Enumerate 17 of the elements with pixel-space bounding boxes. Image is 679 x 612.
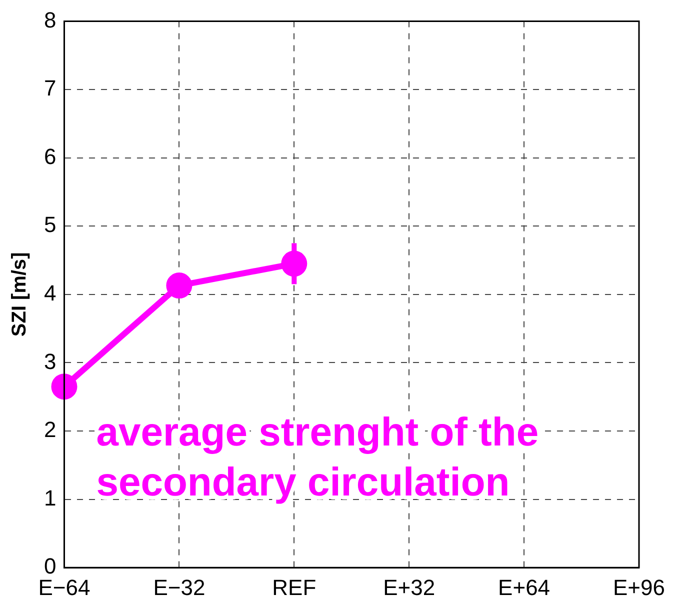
y-tick-label: 1 — [44, 485, 56, 510]
y-axis-title: SZI [m/s] — [8, 252, 31, 337]
annotation: average strenght of the secondary circulation — [96, 410, 539, 505]
y-tick-label: 5 — [44, 212, 56, 238]
y-tick-label: 7 — [44, 76, 56, 101]
point — [51, 374, 78, 400]
x-tick-label: REF — [272, 574, 316, 600]
x-tick-label: E−32 — [153, 574, 206, 600]
y-tick-label: 6 — [44, 144, 56, 169]
point — [166, 272, 192, 299]
x-tick-label: E+32 — [383, 574, 436, 600]
y-tick-label: 2 — [44, 417, 56, 442]
y-tick-label: 8 — [44, 7, 56, 32]
y-tick-label: 3 — [44, 348, 56, 374]
y-tick-label: 4 — [44, 280, 56, 306]
x-tick-label: E+64 — [498, 574, 550, 600]
x-tick-label: E+96 — [613, 574, 665, 600]
